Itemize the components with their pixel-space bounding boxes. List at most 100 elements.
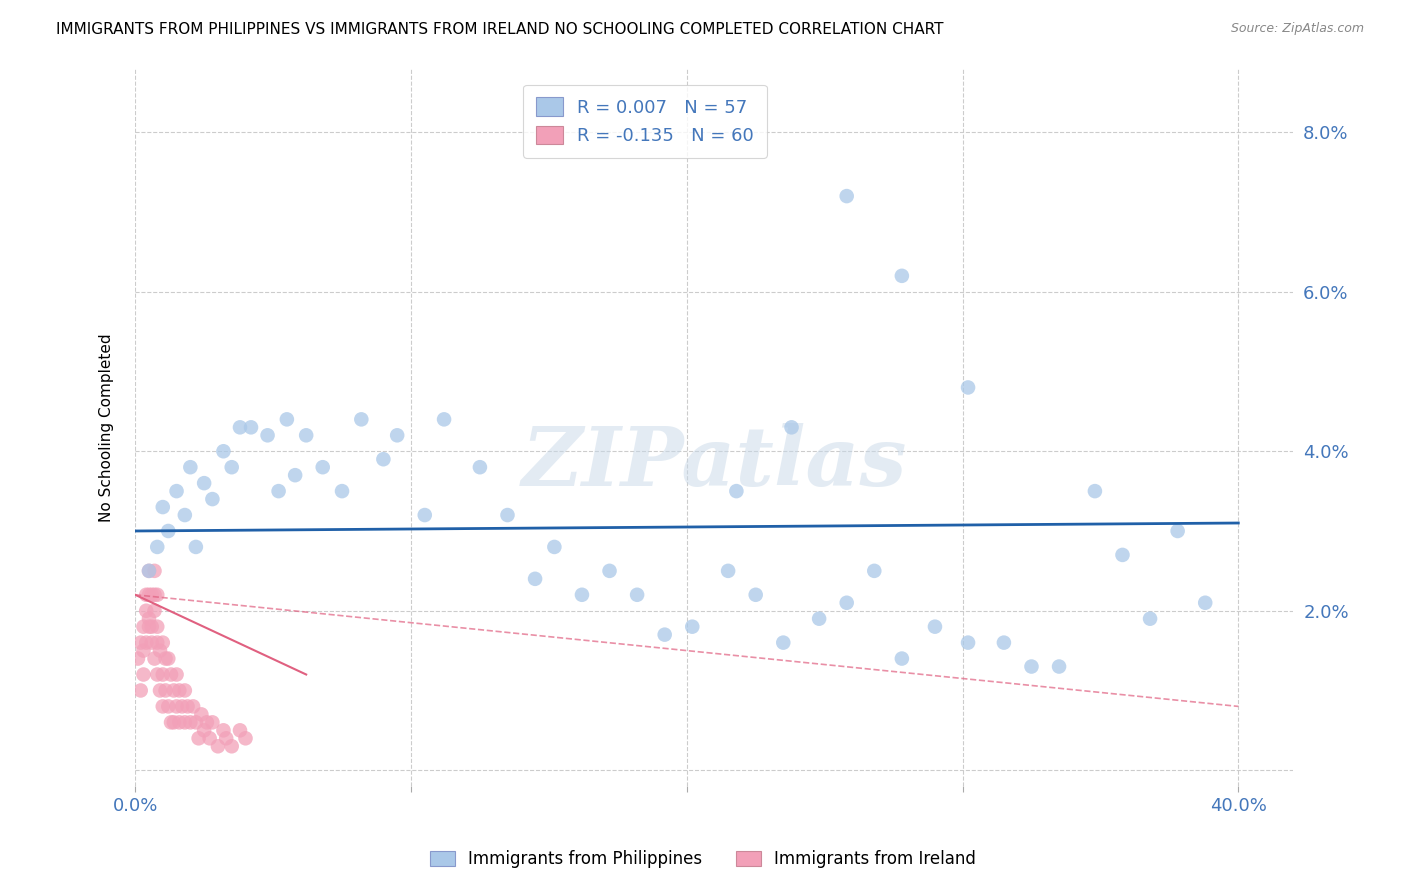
Point bbox=[350, 412, 373, 426]
Point bbox=[221, 460, 243, 475]
Point bbox=[295, 428, 318, 442]
Point bbox=[173, 715, 195, 730]
Point bbox=[179, 460, 201, 475]
Point bbox=[863, 564, 886, 578]
Y-axis label: No Schooling Completed: No Schooling Completed bbox=[100, 333, 114, 522]
Point bbox=[1139, 612, 1161, 626]
Point bbox=[229, 723, 252, 738]
Point bbox=[190, 707, 212, 722]
Point bbox=[496, 508, 519, 522]
Point bbox=[1047, 659, 1070, 673]
Point bbox=[129, 635, 152, 649]
Point bbox=[138, 612, 160, 626]
Point bbox=[373, 452, 395, 467]
Point bbox=[1084, 484, 1107, 499]
Point bbox=[1021, 659, 1043, 673]
Point bbox=[163, 683, 186, 698]
Point bbox=[835, 189, 858, 203]
Point bbox=[240, 420, 263, 434]
Point bbox=[212, 444, 235, 458]
Point bbox=[201, 715, 224, 730]
Point bbox=[135, 588, 157, 602]
Point bbox=[681, 620, 703, 634]
Point bbox=[1167, 524, 1189, 538]
Point bbox=[179, 715, 201, 730]
Point bbox=[195, 715, 218, 730]
Text: ZIPatlas: ZIPatlas bbox=[522, 423, 907, 503]
Point bbox=[193, 723, 215, 738]
Point bbox=[235, 731, 257, 746]
Point bbox=[157, 651, 180, 665]
Point bbox=[717, 564, 740, 578]
Point bbox=[138, 564, 160, 578]
Point bbox=[152, 500, 174, 514]
Point bbox=[276, 412, 298, 426]
Point bbox=[146, 620, 169, 634]
Point bbox=[146, 588, 169, 602]
Point bbox=[155, 683, 177, 698]
Point bbox=[129, 683, 152, 698]
Point bbox=[143, 588, 166, 602]
Point bbox=[135, 635, 157, 649]
Point bbox=[169, 715, 191, 730]
Point bbox=[385, 428, 408, 442]
Point bbox=[169, 683, 191, 698]
Point bbox=[267, 484, 290, 499]
Point bbox=[1194, 596, 1216, 610]
Point bbox=[143, 604, 166, 618]
Point bbox=[146, 635, 169, 649]
Point bbox=[221, 739, 243, 754]
Point bbox=[215, 731, 238, 746]
Point bbox=[184, 715, 207, 730]
Point bbox=[543, 540, 565, 554]
Point bbox=[149, 643, 172, 657]
Point bbox=[141, 588, 163, 602]
Point bbox=[1111, 548, 1133, 562]
Point bbox=[176, 699, 198, 714]
Point bbox=[141, 635, 163, 649]
Point bbox=[132, 643, 155, 657]
Legend: R = 0.007   N = 57, R = -0.135   N = 60: R = 0.007 N = 57, R = -0.135 N = 60 bbox=[523, 85, 766, 158]
Point bbox=[654, 627, 676, 641]
Point bbox=[780, 420, 803, 434]
Point bbox=[173, 683, 195, 698]
Point bbox=[957, 380, 980, 394]
Point bbox=[184, 540, 207, 554]
Point bbox=[198, 731, 221, 746]
Point bbox=[207, 739, 229, 754]
Point bbox=[170, 699, 193, 714]
Point bbox=[468, 460, 491, 475]
Point bbox=[155, 651, 177, 665]
Point bbox=[229, 420, 252, 434]
Point bbox=[924, 620, 946, 634]
Legend: Immigrants from Philippines, Immigrants from Ireland: Immigrants from Philippines, Immigrants … bbox=[423, 844, 983, 875]
Point bbox=[433, 412, 456, 426]
Point bbox=[146, 540, 169, 554]
Point bbox=[141, 620, 163, 634]
Point bbox=[152, 699, 174, 714]
Point bbox=[146, 667, 169, 681]
Point bbox=[599, 564, 621, 578]
Point bbox=[212, 723, 235, 738]
Point bbox=[772, 635, 794, 649]
Point bbox=[132, 620, 155, 634]
Point bbox=[166, 699, 188, 714]
Point bbox=[163, 715, 186, 730]
Text: Source: ZipAtlas.com: Source: ZipAtlas.com bbox=[1230, 22, 1364, 36]
Point bbox=[138, 620, 160, 634]
Point bbox=[957, 635, 980, 649]
Text: IMMIGRANTS FROM PHILIPPINES VS IMMIGRANTS FROM IRELAND NO SCHOOLING COMPLETED CO: IMMIGRANTS FROM PHILIPPINES VS IMMIGRANT… bbox=[56, 22, 943, 37]
Point bbox=[152, 635, 174, 649]
Point bbox=[143, 564, 166, 578]
Point bbox=[149, 683, 172, 698]
Point bbox=[193, 476, 215, 491]
Point bbox=[725, 484, 748, 499]
Point bbox=[835, 596, 858, 610]
Point bbox=[993, 635, 1015, 649]
Point bbox=[157, 524, 180, 538]
Point bbox=[135, 604, 157, 618]
Point bbox=[138, 564, 160, 578]
Point bbox=[166, 667, 188, 681]
Point bbox=[187, 731, 209, 746]
Point bbox=[890, 268, 912, 283]
